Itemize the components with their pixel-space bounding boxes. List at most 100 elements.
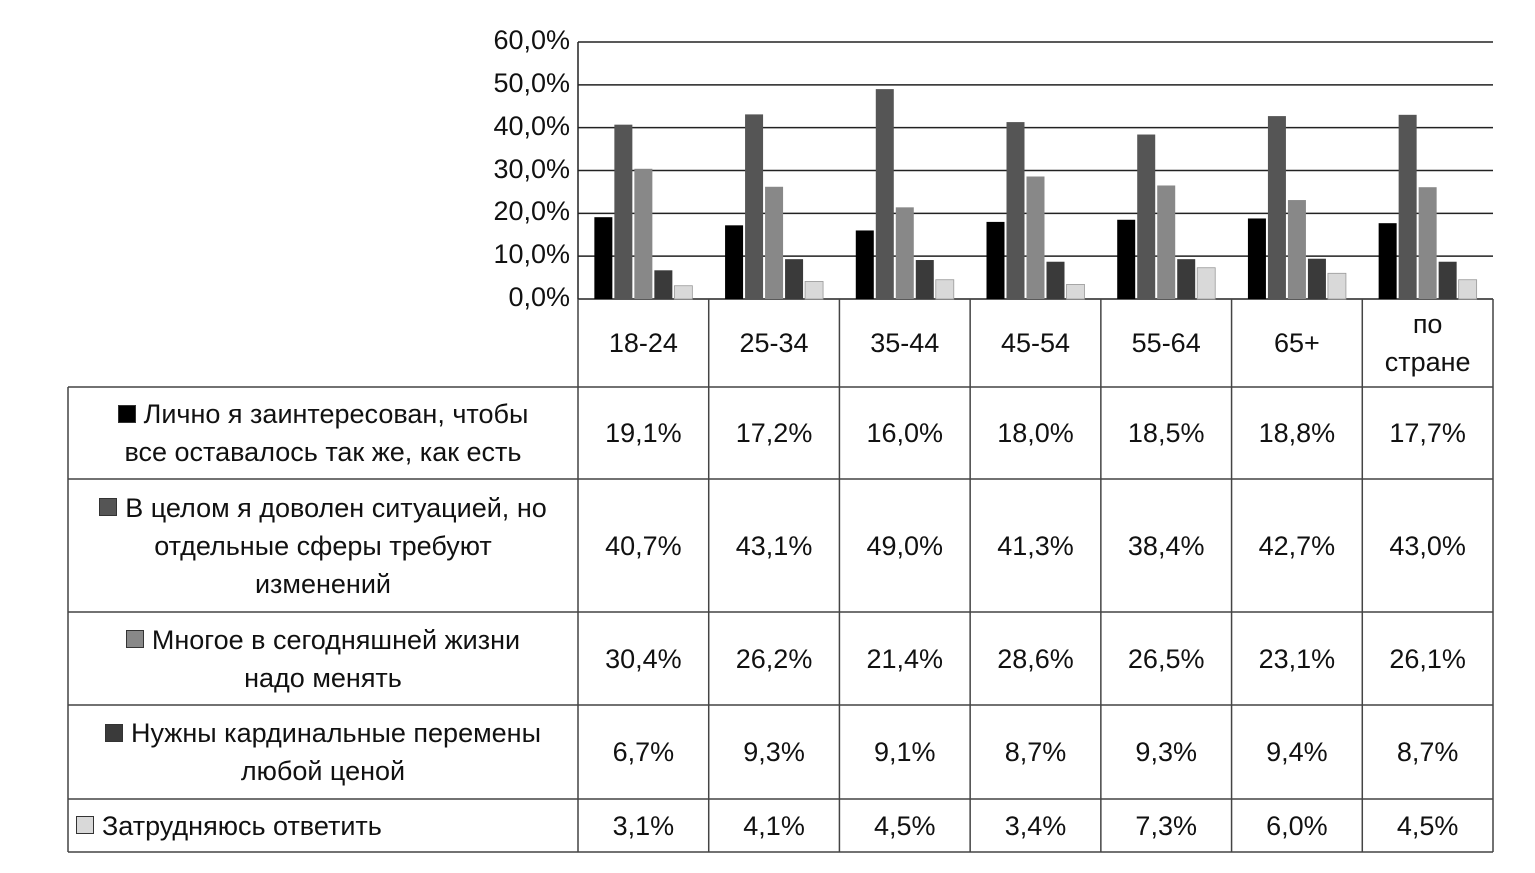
bar: [1066, 284, 1085, 300]
bar: [1247, 218, 1266, 299]
data-label: 16,0%: [866, 418, 944, 448]
data-label: 19,1%: [605, 418, 682, 448]
data-label: 9,4%: [1266, 737, 1328, 767]
bar: [1177, 259, 1196, 299]
bar: [915, 260, 934, 299]
legend-swatch: [99, 498, 118, 517]
bar: [634, 168, 653, 299]
legend-swatch: [125, 630, 144, 649]
bar: [1458, 279, 1478, 300]
legend-text-wrap: Лично я заинтересован, чтобы все оставал…: [103, 395, 543, 471]
data-label: 40,7%: [605, 530, 682, 561]
legend-text-wrap: Многое в сегодняшней жизни надо менять: [108, 621, 538, 697]
bar: [614, 124, 633, 299]
bar: [1157, 185, 1176, 299]
category-label: по стране: [1384, 309, 1471, 377]
data-label: 21,4%: [866, 643, 944, 674]
y-tick-label: 60,0%: [493, 25, 570, 55]
bar: [765, 186, 784, 299]
bar: [1117, 219, 1136, 299]
category-label: 25-34: [739, 328, 809, 358]
data-label: 30,4%: [605, 643, 682, 674]
data-label: 26,1%: [1389, 643, 1466, 674]
legend-label: Лично я заинтересован, чтобы все оставал…: [124, 399, 529, 467]
bar: [875, 89, 894, 299]
data-label: 49,0%: [866, 530, 944, 561]
data-label: 9,3%: [1135, 737, 1197, 767]
data-label: 17,7%: [1389, 418, 1466, 448]
data-label: 38,4%: [1127, 530, 1205, 561]
bar: [785, 259, 804, 299]
category-label: 55-64: [1131, 328, 1201, 358]
data-label: 42,7%: [1258, 530, 1336, 561]
legend-swatch: [76, 816, 94, 835]
bar: [1307, 258, 1326, 299]
data-label: 8,7%: [1004, 737, 1067, 767]
bar: [935, 279, 955, 300]
y-tick-label: 40,0%: [493, 110, 570, 141]
bar: [1418, 187, 1437, 299]
category-label: 18-24: [608, 328, 678, 358]
bar: [654, 270, 673, 299]
bar: [673, 285, 693, 300]
legend-entry: Затрудняюсь ответить: [76, 799, 570, 852]
bar: [1327, 272, 1347, 300]
bar: [1196, 267, 1216, 300]
data-label: 4,5%: [1396, 810, 1459, 841]
legend-entry: Лично я заинтересован, чтобы все оставал…: [76, 387, 570, 479]
data-label: 17,2%: [735, 418, 813, 448]
bar: [1287, 200, 1306, 299]
bar: [804, 281, 824, 300]
bar: [1267, 116, 1286, 299]
bar: [745, 114, 764, 299]
bar: [895, 207, 914, 299]
legend-label: Многое в сегодняшней жизни надо менять: [151, 624, 521, 693]
data-label: 43,1%: [735, 530, 813, 561]
legend-text-wrap: В целом я доволен ситуацией, но отдельны…: [83, 489, 563, 603]
bar: [1046, 261, 1065, 299]
data-label: 8,7%: [1396, 737, 1459, 767]
data-label: 6,7%: [612, 737, 675, 767]
legend-swatch: [105, 723, 123, 742]
legend-label: Нужны кардинальные перемены любой ценой: [131, 718, 541, 786]
legend-text-wrap: Нужны кардинальные перемены любой ценой: [88, 714, 558, 790]
category-label: 65+: [1274, 328, 1320, 358]
data-label: 9,1%: [874, 737, 936, 767]
data-label: 4,1%: [743, 810, 805, 841]
bar: [594, 217, 613, 299]
legend-label: В целом я доволен ситуацией, но отдельны…: [125, 492, 547, 599]
legend-entry: Многое в сегодняшней жизни надо менять: [76, 612, 570, 705]
bar: [1398, 114, 1417, 299]
data-label: 18,0%: [997, 418, 1074, 448]
bar: [986, 221, 1005, 299]
legend-text-wrap: Затрудняюсь ответить: [76, 807, 382, 845]
legend-label: Затрудняюсь ответить: [102, 810, 382, 841]
data-label: 43,0%: [1389, 530, 1466, 561]
y-tick-label: 50,0%: [493, 67, 570, 98]
data-label: 6,0%: [1266, 810, 1328, 841]
data-label: 4,5%: [874, 810, 936, 841]
bar: [1378, 223, 1397, 299]
bar: [1438, 261, 1457, 299]
data-label: 3,1%: [612, 810, 675, 841]
bar: [1137, 134, 1156, 299]
data-label: 7,3%: [1135, 810, 1197, 841]
y-tick-label: 30,0%: [493, 153, 570, 184]
data-label: 18,8%: [1258, 418, 1336, 448]
data-label: 26,2%: [735, 643, 813, 674]
data-label: 28,6%: [997, 643, 1074, 674]
legend-entry: В целом я доволен ситуацией, но отдельны…: [76, 479, 570, 612]
data-label: 41,3%: [997, 530, 1074, 561]
y-tick-label: 20,0%: [493, 196, 570, 227]
bar: [1006, 122, 1025, 300]
y-tick-label: 0,0%: [508, 282, 570, 312]
data-label: 3,4%: [1004, 810, 1067, 841]
bar: [855, 230, 874, 299]
category-label: 45-54: [1000, 328, 1071, 358]
legend-swatch: [117, 404, 136, 423]
data-label: 23,1%: [1258, 643, 1336, 674]
bar: [725, 225, 744, 299]
legend-entry: Нужны кардинальные перемены любой ценой: [76, 705, 570, 799]
category-label: 35-44: [870, 328, 940, 358]
